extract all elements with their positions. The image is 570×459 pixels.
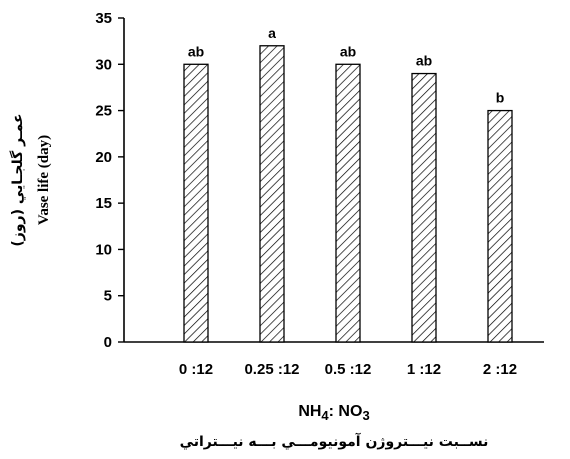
significance-letter: ab bbox=[416, 53, 432, 69]
bar bbox=[487, 109, 513, 343]
x-tick-label: 1 :12 bbox=[407, 361, 441, 378]
bar bbox=[411, 72, 437, 343]
bar bbox=[183, 63, 209, 343]
bar bbox=[335, 63, 361, 343]
significance-labels: ab a ab ab b bbox=[188, 25, 504, 106]
x-axis-label-no: : NO bbox=[329, 403, 363, 420]
x-tick-label: 2 :12 bbox=[483, 361, 517, 378]
y-axis-label-persian: عمـر گلجـايي (روز) bbox=[9, 113, 26, 246]
y-tick-label: 20 bbox=[95, 149, 112, 166]
x-tick-label: 0.5 :12 bbox=[325, 361, 372, 378]
significance-letter: ab bbox=[188, 43, 204, 59]
bar bbox=[259, 45, 285, 343]
y-tick-label: 15 bbox=[95, 195, 112, 212]
significance-letter: b bbox=[496, 90, 505, 106]
significance-letter: ab bbox=[340, 43, 356, 59]
x-axis-label-sub-3: 3 bbox=[362, 408, 369, 423]
bar-series bbox=[183, 45, 513, 343]
x-axis-label-nh: NH bbox=[298, 403, 321, 420]
y-tick-label: 10 bbox=[95, 241, 112, 258]
x-axis-tick-labels: 0 :12 0.25 :12 0.5 :12 1 :12 2 :12 bbox=[179, 361, 517, 378]
x-tick-label: 0.25 :12 bbox=[244, 361, 299, 378]
x-axis-label-english: NH4: NO3 bbox=[298, 403, 369, 423]
y-axis-ticks: 0 5 10 15 20 25 30 35 bbox=[95, 10, 124, 351]
x-axis-label-sub-4: 4 bbox=[321, 408, 329, 423]
y-axis-label-english: Vase life (day) bbox=[36, 135, 52, 225]
x-tick-label: 0 :12 bbox=[179, 361, 213, 378]
y-tick-label: 35 bbox=[95, 10, 112, 27]
y-tick-label: 0 bbox=[104, 334, 112, 351]
y-tick-label: 30 bbox=[95, 56, 112, 73]
x-axis-label-persian: نســبت نيـــتروژن آمونيومـــي بـــه نيــ… bbox=[180, 432, 489, 450]
y-tick-label: 25 bbox=[95, 103, 112, 120]
significance-letter: a bbox=[268, 25, 276, 41]
y-tick-label: 5 bbox=[104, 288, 112, 305]
